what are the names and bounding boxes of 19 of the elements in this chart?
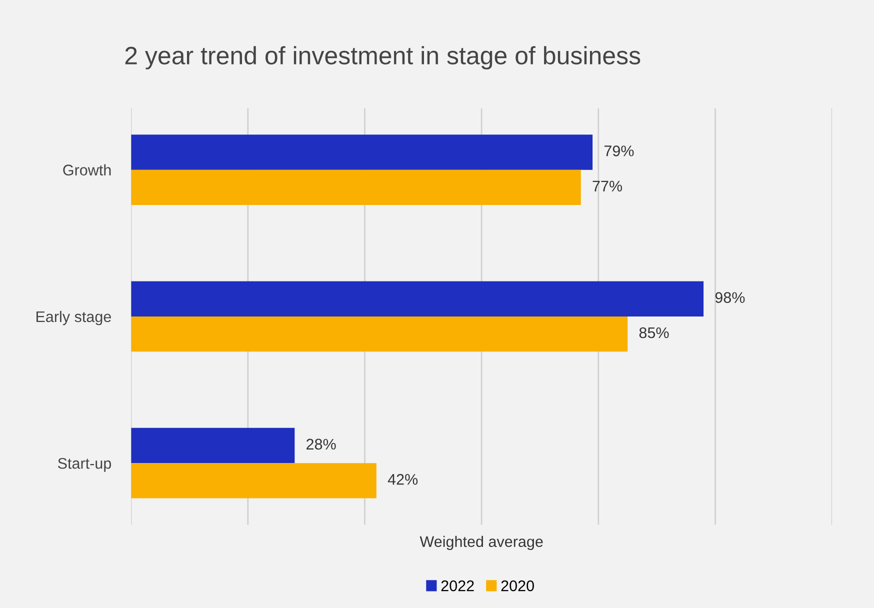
bar bbox=[131, 134, 593, 170]
data-label: 28% bbox=[306, 438, 336, 450]
bar bbox=[131, 428, 295, 464]
data-label: 77% bbox=[592, 180, 622, 192]
legend-label: 2020 bbox=[501, 580, 534, 592]
data-label: 79% bbox=[604, 146, 634, 156]
bar bbox=[131, 170, 581, 206]
y-tick-label: Growth bbox=[63, 164, 111, 176]
bar bbox=[131, 316, 628, 352]
y-tick-label: Early stage bbox=[36, 310, 111, 326]
y-tick-label: Start-up bbox=[58, 458, 112, 472]
data-label: 85% bbox=[639, 327, 669, 338]
bar bbox=[131, 281, 704, 316]
data-label: 42% bbox=[388, 474, 418, 485]
legend-label: 2022 bbox=[441, 580, 474, 592]
data-label: 98% bbox=[715, 292, 745, 303]
bar bbox=[131, 463, 376, 498]
x-axis-title: Weighted average bbox=[420, 536, 543, 550]
chart-title: 2 year trend of investment in stage of business bbox=[125, 46, 640, 70]
